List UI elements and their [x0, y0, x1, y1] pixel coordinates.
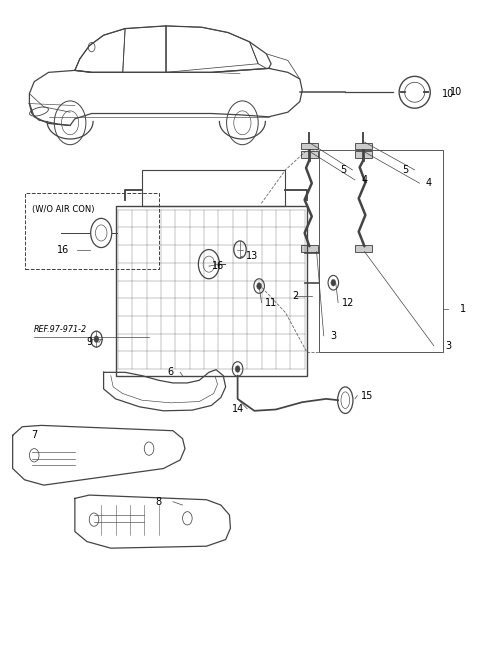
Text: 15: 15	[360, 390, 373, 400]
Circle shape	[91, 331, 102, 347]
Circle shape	[328, 275, 338, 290]
Text: 5: 5	[402, 165, 408, 175]
Text: 5: 5	[340, 165, 346, 175]
Text: 13: 13	[246, 251, 258, 261]
Circle shape	[254, 279, 264, 293]
Circle shape	[331, 279, 336, 286]
Text: 10: 10	[450, 87, 462, 97]
Bar	[319, 150, 444, 352]
Text: 2: 2	[292, 291, 298, 301]
Bar	[301, 143, 318, 150]
Bar	[355, 143, 372, 150]
Text: 3: 3	[445, 340, 451, 350]
Text: (W/O AIR CON): (W/O AIR CON)	[32, 205, 94, 214]
Text: 10: 10	[442, 88, 455, 98]
Text: 11: 11	[265, 298, 277, 308]
Text: 3: 3	[330, 331, 336, 341]
Text: 4: 4	[426, 178, 432, 188]
Bar	[355, 245, 372, 251]
Bar	[355, 152, 372, 158]
Text: 12: 12	[341, 298, 354, 308]
Text: 14: 14	[231, 404, 244, 414]
Text: 8: 8	[156, 497, 162, 507]
Text: 16: 16	[212, 261, 225, 271]
Circle shape	[235, 366, 240, 372]
Text: 16: 16	[57, 245, 69, 255]
Text: REF.97-971-2: REF.97-971-2	[34, 325, 87, 334]
Bar	[301, 245, 318, 251]
Circle shape	[232, 362, 243, 376]
Bar	[142, 170, 286, 206]
Circle shape	[94, 336, 99, 342]
Text: 4: 4	[361, 175, 368, 185]
Text: 1: 1	[459, 305, 466, 315]
Bar	[301, 152, 318, 158]
Circle shape	[257, 283, 262, 289]
Bar	[116, 206, 307, 376]
Bar	[24, 193, 158, 269]
Text: 7: 7	[31, 430, 37, 440]
Text: 6: 6	[168, 367, 174, 377]
Text: 9: 9	[86, 337, 92, 347]
